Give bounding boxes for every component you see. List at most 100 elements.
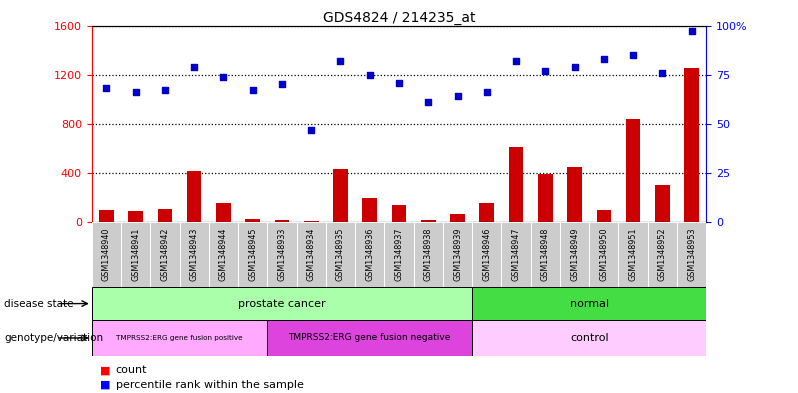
Title: GDS4824 / 214235_at: GDS4824 / 214235_at: [322, 11, 476, 24]
Bar: [472, 287, 706, 320]
Text: TMPRSS2:ERG gene fusion positive: TMPRSS2:ERG gene fusion positive: [117, 335, 243, 341]
Text: GSM1348951: GSM1348951: [629, 227, 638, 281]
Point: [129, 89, 142, 95]
Text: GSM1348940: GSM1348940: [102, 227, 111, 281]
Bar: [509, 147, 523, 222]
Text: GSM1348950: GSM1348950: [599, 227, 608, 281]
Text: GSM1348936: GSM1348936: [365, 227, 374, 281]
Text: genotype/variation: genotype/variation: [4, 333, 103, 343]
Text: GSM1348943: GSM1348943: [190, 227, 199, 281]
Bar: [392, 205, 406, 222]
Text: GSM1348947: GSM1348947: [512, 227, 520, 281]
Point: [188, 64, 200, 70]
Bar: [238, 222, 267, 287]
Bar: [618, 222, 648, 287]
Point: [363, 72, 376, 78]
Bar: [560, 222, 589, 287]
Bar: [334, 169, 348, 222]
Text: GSM1348934: GSM1348934: [306, 227, 316, 281]
Bar: [121, 222, 150, 287]
Bar: [443, 222, 472, 287]
Text: GSM1348945: GSM1348945: [248, 227, 257, 281]
Bar: [421, 220, 436, 222]
Bar: [472, 320, 706, 356]
Bar: [362, 198, 377, 222]
Text: GSM1348953: GSM1348953: [687, 227, 696, 281]
Bar: [128, 211, 143, 222]
Bar: [92, 287, 472, 320]
Bar: [413, 222, 443, 287]
Bar: [385, 222, 413, 287]
Text: count: count: [116, 365, 147, 375]
Point: [305, 127, 318, 133]
Text: prostate cancer: prostate cancer: [238, 299, 326, 309]
Bar: [450, 215, 464, 222]
Bar: [209, 222, 238, 287]
Bar: [267, 320, 472, 356]
Point: [656, 70, 669, 76]
Bar: [626, 119, 640, 222]
Point: [422, 99, 435, 105]
Point: [480, 89, 493, 95]
Bar: [648, 222, 677, 287]
Bar: [216, 203, 231, 222]
Text: control: control: [570, 333, 609, 343]
Text: GSM1348944: GSM1348944: [219, 227, 228, 281]
Point: [539, 68, 551, 74]
Point: [510, 58, 523, 64]
Text: normal: normal: [570, 299, 609, 309]
Point: [334, 58, 347, 64]
Text: GSM1348933: GSM1348933: [278, 227, 286, 281]
Bar: [99, 210, 113, 222]
Text: GSM1348938: GSM1348938: [424, 227, 433, 281]
Bar: [158, 209, 172, 222]
Text: GSM1348942: GSM1348942: [160, 227, 169, 281]
Point: [217, 73, 230, 80]
Text: GSM1348941: GSM1348941: [131, 227, 140, 281]
Bar: [677, 222, 706, 287]
Bar: [538, 174, 552, 222]
Bar: [187, 171, 201, 222]
Bar: [304, 220, 318, 222]
Bar: [531, 222, 560, 287]
Text: ■: ■: [100, 380, 110, 390]
Bar: [480, 203, 494, 222]
Bar: [655, 185, 670, 222]
Bar: [684, 68, 699, 222]
Bar: [589, 222, 618, 287]
Text: GSM1348935: GSM1348935: [336, 227, 345, 281]
Text: percentile rank within the sample: percentile rank within the sample: [116, 380, 303, 390]
Bar: [567, 167, 582, 222]
Point: [685, 28, 698, 35]
Bar: [501, 222, 531, 287]
Point: [598, 56, 610, 62]
Bar: [267, 222, 297, 287]
Bar: [472, 222, 501, 287]
Point: [247, 87, 259, 94]
Text: disease state: disease state: [4, 299, 73, 309]
Bar: [275, 220, 289, 222]
Bar: [150, 222, 180, 287]
Bar: [246, 219, 260, 222]
Point: [626, 52, 639, 58]
Text: GSM1348949: GSM1348949: [570, 227, 579, 281]
Text: TMPRSS2:ERG gene fusion negative: TMPRSS2:ERG gene fusion negative: [289, 334, 451, 342]
Text: GSM1348937: GSM1348937: [394, 227, 404, 281]
Text: GSM1348939: GSM1348939: [453, 227, 462, 281]
Bar: [326, 222, 355, 287]
Text: GSM1348952: GSM1348952: [658, 227, 667, 281]
Point: [275, 81, 288, 88]
Bar: [297, 222, 326, 287]
Bar: [355, 222, 385, 287]
Bar: [92, 320, 267, 356]
Bar: [596, 210, 611, 222]
Point: [451, 93, 464, 99]
Point: [393, 79, 405, 86]
Bar: [180, 222, 209, 287]
Text: GSM1348946: GSM1348946: [482, 227, 492, 281]
Bar: [92, 222, 121, 287]
Point: [568, 64, 581, 70]
Point: [100, 85, 113, 92]
Text: ■: ■: [100, 365, 110, 375]
Text: GSM1348948: GSM1348948: [541, 227, 550, 281]
